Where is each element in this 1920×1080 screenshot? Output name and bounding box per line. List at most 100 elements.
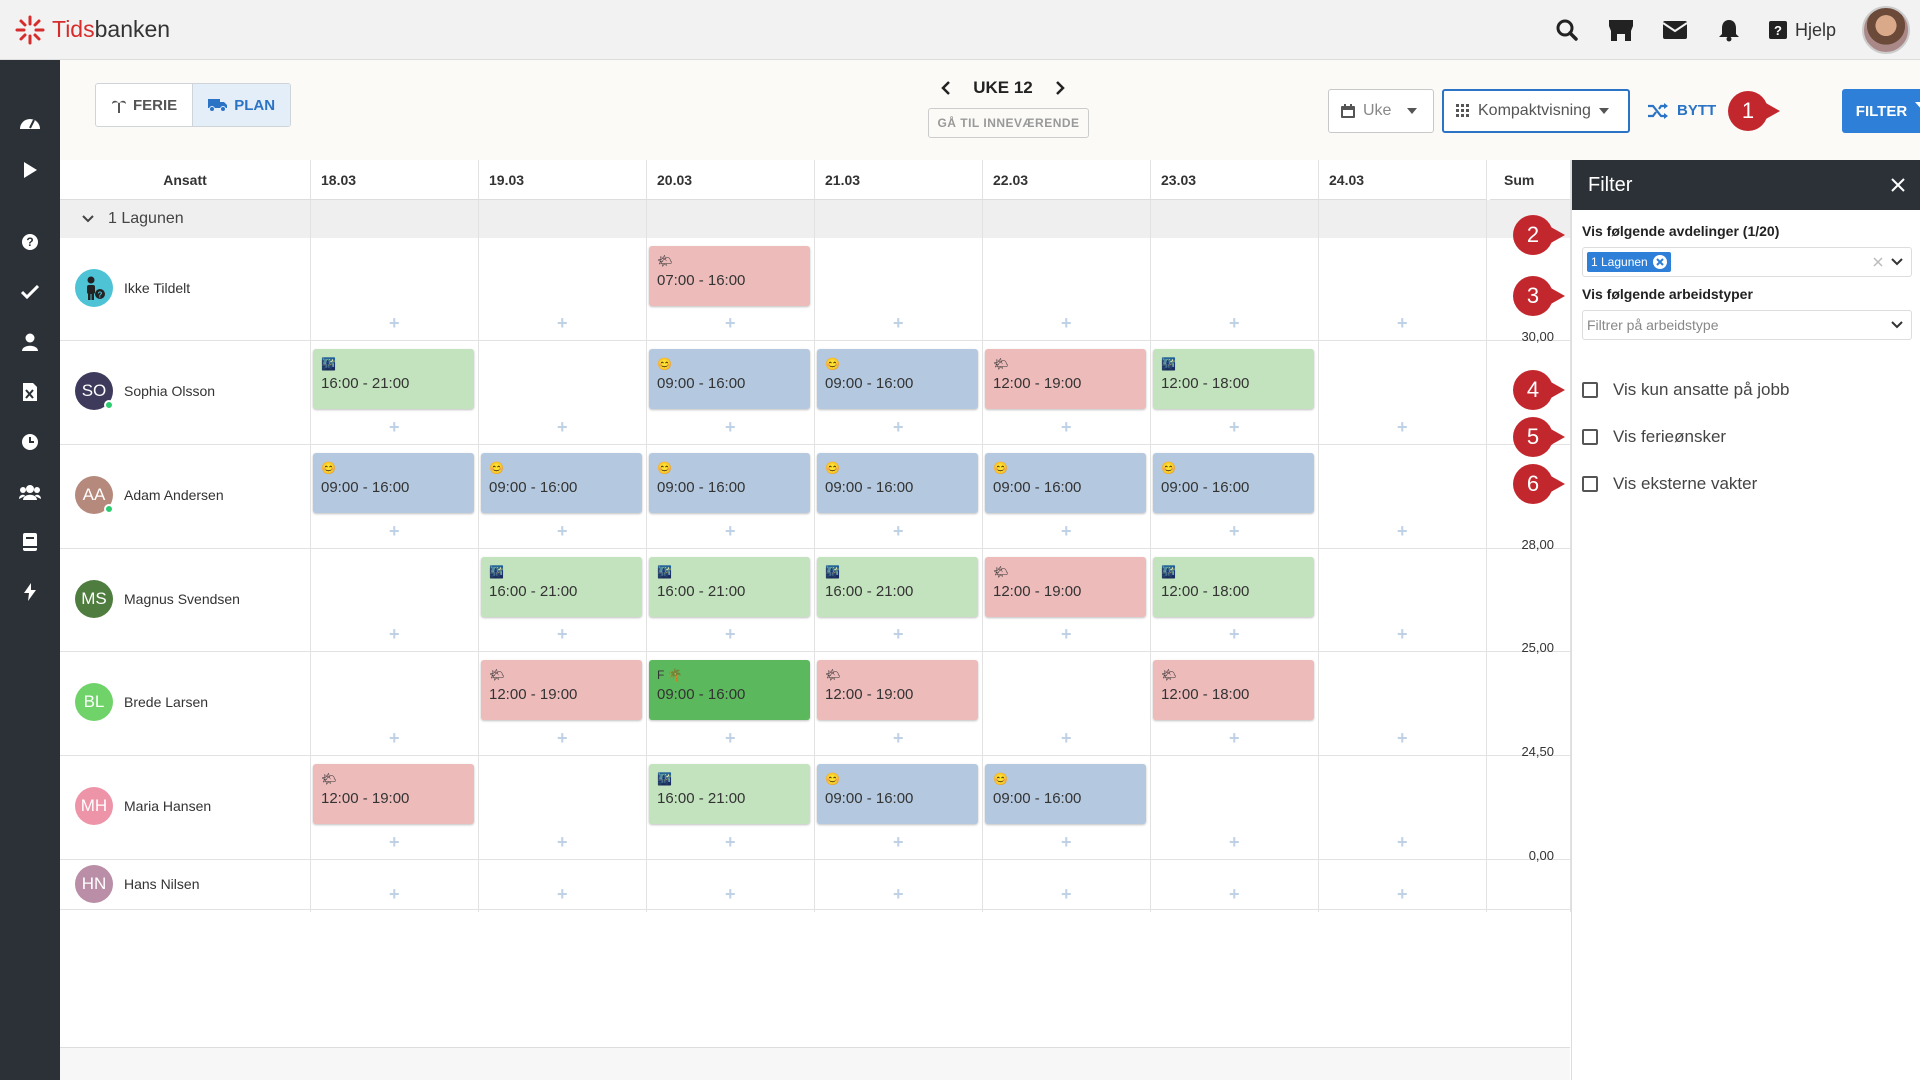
shift-block[interactable]: 🌃 16:00 - 21:00 <box>649 557 810 617</box>
add-shift-button[interactable]: + <box>893 417 904 437</box>
shift-block[interactable]: 😊 09:00 - 16:00 <box>481 453 642 513</box>
add-shift-button[interactable]: + <box>725 521 736 541</box>
add-shift-button[interactable]: + <box>1229 884 1240 904</box>
employee-cell[interactable]: HN Hans Nilsen <box>75 865 199 903</box>
add-shift-button[interactable]: + <box>1229 624 1240 644</box>
period-select[interactable]: Uke <box>1328 89 1434 133</box>
employee-cell[interactable]: AA Adam Andersen <box>75 476 224 514</box>
shift-block[interactable]: 🌃 12:00 - 18:00 <box>1153 557 1314 617</box>
add-shift-button[interactable]: + <box>725 313 736 333</box>
chevron-left-icon[interactable] <box>941 80 951 96</box>
users-icon[interactable] <box>18 480 42 504</box>
add-shift-button[interactable]: + <box>893 728 904 748</box>
add-shift-button[interactable]: + <box>557 521 568 541</box>
shift-block[interactable]: 😊 09:00 - 16:00 <box>817 764 978 824</box>
add-shift-button[interactable]: + <box>1061 832 1072 852</box>
group-header[interactable]: 1 Lagunen <box>60 200 1570 238</box>
user-avatar[interactable] <box>1862 6 1910 54</box>
add-shift-button[interactable]: + <box>1061 728 1072 748</box>
clear-icon[interactable] <box>1873 257 1883 267</box>
play-icon[interactable] <box>18 158 42 182</box>
add-shift-button[interactable]: + <box>893 313 904 333</box>
shift-block[interactable]: 🌃 12:00 - 18:00 <box>1153 349 1314 409</box>
mail-icon[interactable] <box>1661 16 1689 44</box>
checkbox-box[interactable] <box>1582 429 1598 445</box>
shift-block[interactable]: 🌃 16:00 - 21:00 <box>817 557 978 617</box>
goto-current-button[interactable]: GÅ TIL INNEVÆRENDE <box>928 108 1089 138</box>
shift-block[interactable]: 😊 09:00 - 16:00 <box>649 453 810 513</box>
add-shift-button[interactable]: + <box>893 624 904 644</box>
add-shift-button[interactable]: + <box>1229 832 1240 852</box>
store-icon[interactable] <box>1607 16 1635 44</box>
add-shift-button[interactable]: + <box>557 624 568 644</box>
add-shift-button[interactable]: + <box>557 417 568 437</box>
add-shift-button[interactable]: + <box>1061 313 1072 333</box>
employee-cell[interactable]: ? Ikke Tildelt <box>75 269 190 307</box>
checkbox-external-shifts[interactable]: Vis eksterne vakter <box>1582 474 1757 494</box>
add-shift-button[interactable]: + <box>1397 313 1408 333</box>
employee-cell[interactable]: BL Brede Larsen <box>75 683 208 721</box>
chevron-right-icon[interactable] <box>1055 80 1065 96</box>
add-shift-button[interactable]: + <box>1397 624 1408 644</box>
add-shift-button[interactable]: + <box>557 832 568 852</box>
add-shift-button[interactable]: + <box>389 313 400 333</box>
excel-icon[interactable] <box>18 380 42 404</box>
shift-block[interactable]: 🌤 12:00 - 19:00 <box>481 660 642 720</box>
shift-block[interactable]: 🌃 16:00 - 21:00 <box>481 557 642 617</box>
add-shift-button[interactable]: + <box>1061 521 1072 541</box>
add-shift-button[interactable]: + <box>725 884 736 904</box>
add-shift-button[interactable]: + <box>1061 624 1072 644</box>
add-shift-button[interactable]: + <box>389 728 400 748</box>
dashboard-icon[interactable] <box>18 110 42 134</box>
shift-block[interactable]: 😊 09:00 - 16:00 <box>817 453 978 513</box>
ferie-tab[interactable]: FERIE <box>96 84 192 126</box>
shift-block[interactable]: 🌤 12:00 - 19:00 <box>985 557 1146 617</box>
plan-tab[interactable]: PLAN <box>192 84 291 126</box>
add-shift-button[interactable]: + <box>725 728 736 748</box>
shift-block[interactable]: F 🌴 09:00 - 16:00 <box>649 660 810 720</box>
shift-block[interactable]: 😊 09:00 - 16:00 <box>985 453 1146 513</box>
check-icon[interactable] <box>18 280 42 304</box>
help-link[interactable]: ? Hjelp <box>1768 20 1836 41</box>
shift-block[interactable]: 🌤 12:00 - 19:00 <box>817 660 978 720</box>
add-shift-button[interactable]: + <box>1229 521 1240 541</box>
employee-cell[interactable]: SO Sophia Olsson <box>75 372 215 410</box>
shift-block[interactable]: 😊 09:00 - 16:00 <box>649 349 810 409</box>
shift-block[interactable]: 🌤 12:00 - 18:00 <box>1153 660 1314 720</box>
shift-block[interactable]: 😊 09:00 - 16:00 <box>985 764 1146 824</box>
add-shift-button[interactable]: + <box>1061 417 1072 437</box>
shift-block[interactable]: 😊 09:00 - 16:00 <box>817 349 978 409</box>
employee-cell[interactable]: MH Maria Hansen <box>75 787 211 825</box>
add-shift-button[interactable]: + <box>1397 728 1408 748</box>
add-shift-button[interactable]: + <box>1229 417 1240 437</box>
add-shift-button[interactable]: + <box>389 521 400 541</box>
employee-cell[interactable]: MS Magnus Svendsen <box>75 580 240 618</box>
worktypes-select[interactable]: Filtrer på arbeidstype <box>1582 310 1912 340</box>
shift-block[interactable]: 😊 09:00 - 16:00 <box>1153 453 1314 513</box>
add-shift-button[interactable]: + <box>557 728 568 748</box>
shift-block[interactable]: 🌤 07:00 - 16:00 <box>649 246 810 306</box>
add-shift-button[interactable]: + <box>389 417 400 437</box>
checkbox-on-duty[interactable]: Vis kun ansatte på jobb <box>1582 380 1789 400</box>
departments-select[interactable]: 1 Lagunen <box>1582 247 1912 277</box>
bolt-icon[interactable] <box>18 580 42 604</box>
checkbox-box[interactable] <box>1582 476 1598 492</box>
shift-block[interactable]: 🌤 12:00 - 19:00 <box>985 349 1146 409</box>
add-shift-button[interactable]: + <box>725 624 736 644</box>
book-icon[interactable] <box>18 530 42 554</box>
bell-icon[interactable] <box>1715 16 1743 44</box>
checkbox-box[interactable] <box>1582 382 1598 398</box>
shift-block[interactable]: 🌃 16:00 - 21:00 <box>649 764 810 824</box>
add-shift-button[interactable]: + <box>557 313 568 333</box>
close-icon[interactable] <box>1890 177 1906 193</box>
checkbox-vacation-wishes[interactable]: Vis ferieønsker <box>1582 427 1726 447</box>
add-shift-button[interactable]: + <box>893 521 904 541</box>
add-shift-button[interactable]: + <box>1229 728 1240 748</box>
clock-icon[interactable] <box>18 430 42 454</box>
remove-tag-icon[interactable] <box>1652 255 1667 269</box>
view-select[interactable]: Kompaktvisning <box>1442 89 1630 133</box>
bytt-button[interactable]: BYTT <box>1647 102 1716 119</box>
user-icon[interactable] <box>18 330 42 354</box>
add-shift-button[interactable]: + <box>557 884 568 904</box>
add-shift-button[interactable]: + <box>1397 417 1408 437</box>
